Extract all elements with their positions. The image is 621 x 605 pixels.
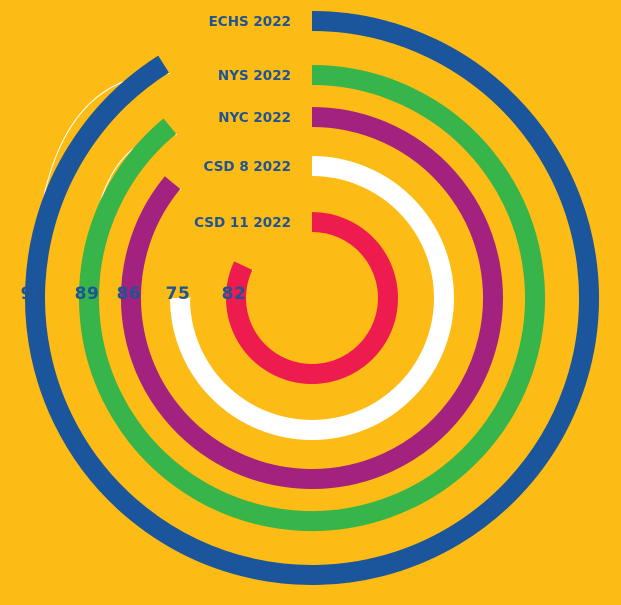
value-label-nys-2022: 89: [75, 284, 100, 304]
chart-labels: ECHS 2022 91 NYS 2022 89 NYC 2022 86 CSD 8 202…: [21, 14, 291, 304]
arc-nyc-2022: [121, 107, 503, 489]
value-label-nyc-2022: 86: [117, 284, 142, 304]
value-label-echs-2022: 91: [21, 284, 46, 304]
arc-echs-2022: [25, 11, 599, 585]
series-label-csd-11-2022: CSD 11 2022: [194, 215, 291, 231]
arc-csd-11-2022: [226, 212, 398, 384]
series-label-nyc-2022: NYC 2022: [218, 110, 291, 126]
arc-nys-2022: [79, 65, 545, 531]
series-label-nys-2022: NYS 2022: [218, 68, 291, 84]
value-label-csd-11-2022: 82: [222, 284, 247, 304]
arc-csd-8-2022: [170, 156, 454, 440]
series-label-echs-2022: ECHS 2022: [209, 14, 291, 30]
value-label-csd-8-2022: 75: [166, 284, 191, 304]
chart-arcs: [25, 11, 599, 585]
series-label-csd-8-2022: CSD 8 2022: [204, 159, 291, 175]
